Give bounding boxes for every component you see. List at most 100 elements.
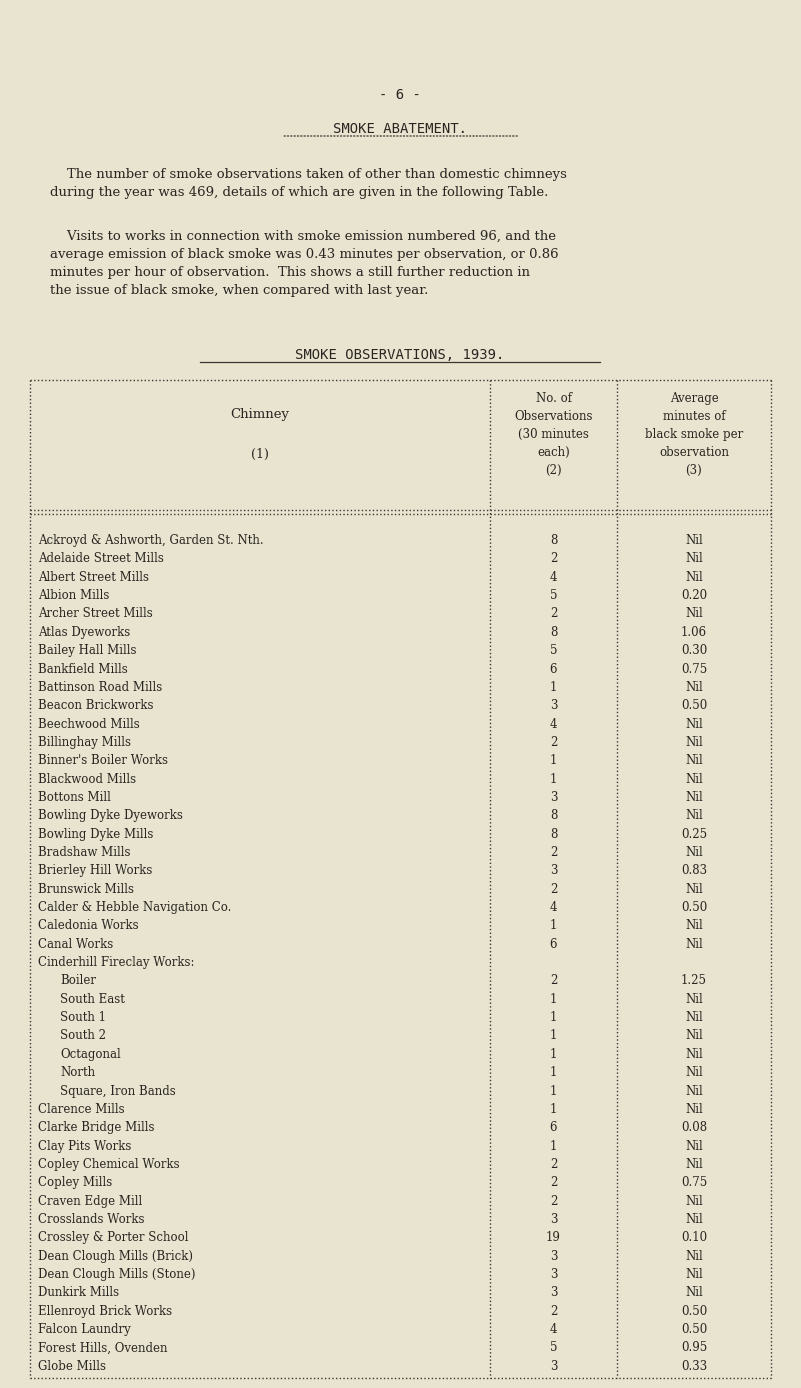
Text: Bowling Dyke Mills: Bowling Dyke Mills bbox=[38, 827, 153, 841]
Text: average emission of black smoke was 0.43 minutes per observation, or 0.86: average emission of black smoke was 0.43… bbox=[50, 248, 558, 261]
Text: 2: 2 bbox=[549, 552, 557, 565]
Text: Nil: Nil bbox=[685, 809, 702, 822]
Text: Nil: Nil bbox=[685, 1213, 702, 1226]
Text: Brierley Hill Works: Brierley Hill Works bbox=[38, 865, 152, 877]
Text: Nil: Nil bbox=[685, 992, 702, 1006]
Text: Nil: Nil bbox=[685, 1287, 702, 1299]
Text: Nil: Nil bbox=[685, 847, 702, 859]
Text: Nil: Nil bbox=[685, 718, 702, 730]
Text: Nil: Nil bbox=[685, 1249, 702, 1263]
Text: The number of smoke observations taken of other than domestic chimneys: The number of smoke observations taken o… bbox=[50, 168, 567, 180]
Text: 1: 1 bbox=[549, 754, 557, 768]
Text: 1: 1 bbox=[549, 992, 557, 1006]
Text: Nil: Nil bbox=[685, 1269, 702, 1281]
Text: 5: 5 bbox=[549, 1341, 557, 1355]
Text: observation: observation bbox=[659, 446, 729, 459]
Text: 0.20: 0.20 bbox=[681, 589, 707, 602]
Text: Forest Hills, Ovenden: Forest Hills, Ovenden bbox=[38, 1341, 167, 1355]
Text: minutes per hour of observation.  This shows a still further reduction in: minutes per hour of observation. This sh… bbox=[50, 266, 530, 279]
Text: 0.75: 0.75 bbox=[681, 662, 707, 676]
Text: 2: 2 bbox=[549, 1305, 557, 1317]
Text: Ellenroyd Brick Works: Ellenroyd Brick Works bbox=[38, 1305, 172, 1317]
Text: Dunkirk Mills: Dunkirk Mills bbox=[38, 1287, 119, 1299]
Text: - 6 -: - 6 - bbox=[379, 87, 421, 101]
Text: Nil: Nil bbox=[685, 1030, 702, 1042]
Text: Bailey Hall Mills: Bailey Hall Mills bbox=[38, 644, 136, 657]
Text: Clay Pits Works: Clay Pits Works bbox=[38, 1140, 131, 1152]
Text: Atlas Dyeworks: Atlas Dyeworks bbox=[38, 626, 131, 638]
Text: Brunswick Mills: Brunswick Mills bbox=[38, 883, 134, 895]
Text: Nil: Nil bbox=[685, 534, 702, 547]
Text: Crosslands Works: Crosslands Works bbox=[38, 1213, 144, 1226]
Text: Chimney: Chimney bbox=[231, 408, 289, 421]
Text: 1: 1 bbox=[549, 919, 557, 933]
Text: 2: 2 bbox=[549, 1195, 557, 1208]
Text: 1: 1 bbox=[549, 1103, 557, 1116]
Text: Nil: Nil bbox=[685, 773, 702, 786]
Text: Nil: Nil bbox=[685, 682, 702, 694]
Text: Nil: Nil bbox=[685, 736, 702, 750]
Text: Nil: Nil bbox=[685, 570, 702, 584]
Text: Globe Mills: Globe Mills bbox=[38, 1360, 106, 1373]
Text: Clarke Bridge Mills: Clarke Bridge Mills bbox=[38, 1122, 155, 1134]
Text: Crossley & Porter School: Crossley & Porter School bbox=[38, 1231, 188, 1244]
Text: Falcon Laundry: Falcon Laundry bbox=[38, 1323, 131, 1337]
Text: 8: 8 bbox=[549, 827, 557, 841]
Text: Billinghay Mills: Billinghay Mills bbox=[38, 736, 131, 750]
Text: 5: 5 bbox=[549, 644, 557, 657]
Text: 6: 6 bbox=[549, 662, 557, 676]
Text: Nil: Nil bbox=[685, 1158, 702, 1171]
Text: 0.10: 0.10 bbox=[681, 1231, 707, 1244]
Text: 0.25: 0.25 bbox=[681, 827, 707, 841]
Text: 1: 1 bbox=[549, 682, 557, 694]
Text: South East: South East bbox=[60, 992, 125, 1006]
Text: 0.50: 0.50 bbox=[681, 1323, 707, 1337]
Text: 2: 2 bbox=[549, 608, 557, 620]
Text: 3: 3 bbox=[549, 865, 557, 877]
Text: Binner's Boiler Works: Binner's Boiler Works bbox=[38, 754, 168, 768]
Text: 2: 2 bbox=[549, 847, 557, 859]
Text: 1.06: 1.06 bbox=[681, 626, 707, 638]
Text: 1.25: 1.25 bbox=[681, 974, 707, 987]
Text: 1: 1 bbox=[549, 1048, 557, 1060]
Text: Battinson Road Mills: Battinson Road Mills bbox=[38, 682, 163, 694]
Text: 3: 3 bbox=[549, 1249, 557, 1263]
Text: (30 minutes: (30 minutes bbox=[518, 428, 589, 441]
Text: Beacon Brickworks: Beacon Brickworks bbox=[38, 700, 154, 712]
Text: 5: 5 bbox=[549, 589, 557, 602]
Text: 2: 2 bbox=[549, 974, 557, 987]
Text: 0.30: 0.30 bbox=[681, 644, 707, 657]
Text: 4: 4 bbox=[549, 570, 557, 584]
Text: 0.95: 0.95 bbox=[681, 1341, 707, 1355]
Text: Bottons Mill: Bottons Mill bbox=[38, 791, 111, 804]
Text: No. of: No. of bbox=[536, 391, 571, 405]
Text: (3): (3) bbox=[686, 464, 702, 477]
Text: Boiler: Boiler bbox=[60, 974, 96, 987]
Text: 4: 4 bbox=[549, 718, 557, 730]
Text: (2): (2) bbox=[545, 464, 562, 477]
Text: 0.75: 0.75 bbox=[681, 1176, 707, 1190]
Text: Bankfield Mills: Bankfield Mills bbox=[38, 662, 127, 676]
Text: 19: 19 bbox=[546, 1231, 561, 1244]
Text: 3: 3 bbox=[549, 1269, 557, 1281]
Text: Copley Mills: Copley Mills bbox=[38, 1176, 112, 1190]
Text: Nil: Nil bbox=[685, 1048, 702, 1060]
Text: 0.50: 0.50 bbox=[681, 700, 707, 712]
Text: Nil: Nil bbox=[685, 1140, 702, 1152]
Text: Craven Edge Mill: Craven Edge Mill bbox=[38, 1195, 143, 1208]
Text: 6: 6 bbox=[549, 938, 557, 951]
Text: Nil: Nil bbox=[685, 552, 702, 565]
Text: 1: 1 bbox=[549, 1030, 557, 1042]
Text: Dean Clough Mills (Brick): Dean Clough Mills (Brick) bbox=[38, 1249, 193, 1263]
Text: Dean Clough Mills (Stone): Dean Clough Mills (Stone) bbox=[38, 1269, 195, 1281]
Text: 4: 4 bbox=[549, 901, 557, 915]
Text: 0.50: 0.50 bbox=[681, 1305, 707, 1317]
Text: Archer Street Mills: Archer Street Mills bbox=[38, 608, 153, 620]
Text: Albion Mills: Albion Mills bbox=[38, 589, 110, 602]
Text: 8: 8 bbox=[549, 534, 557, 547]
Text: Nil: Nil bbox=[685, 1084, 702, 1098]
Text: Copley Chemical Works: Copley Chemical Works bbox=[38, 1158, 179, 1171]
Text: 2: 2 bbox=[549, 1176, 557, 1190]
Text: Nil: Nil bbox=[685, 754, 702, 768]
Text: Nil: Nil bbox=[685, 1066, 702, 1080]
